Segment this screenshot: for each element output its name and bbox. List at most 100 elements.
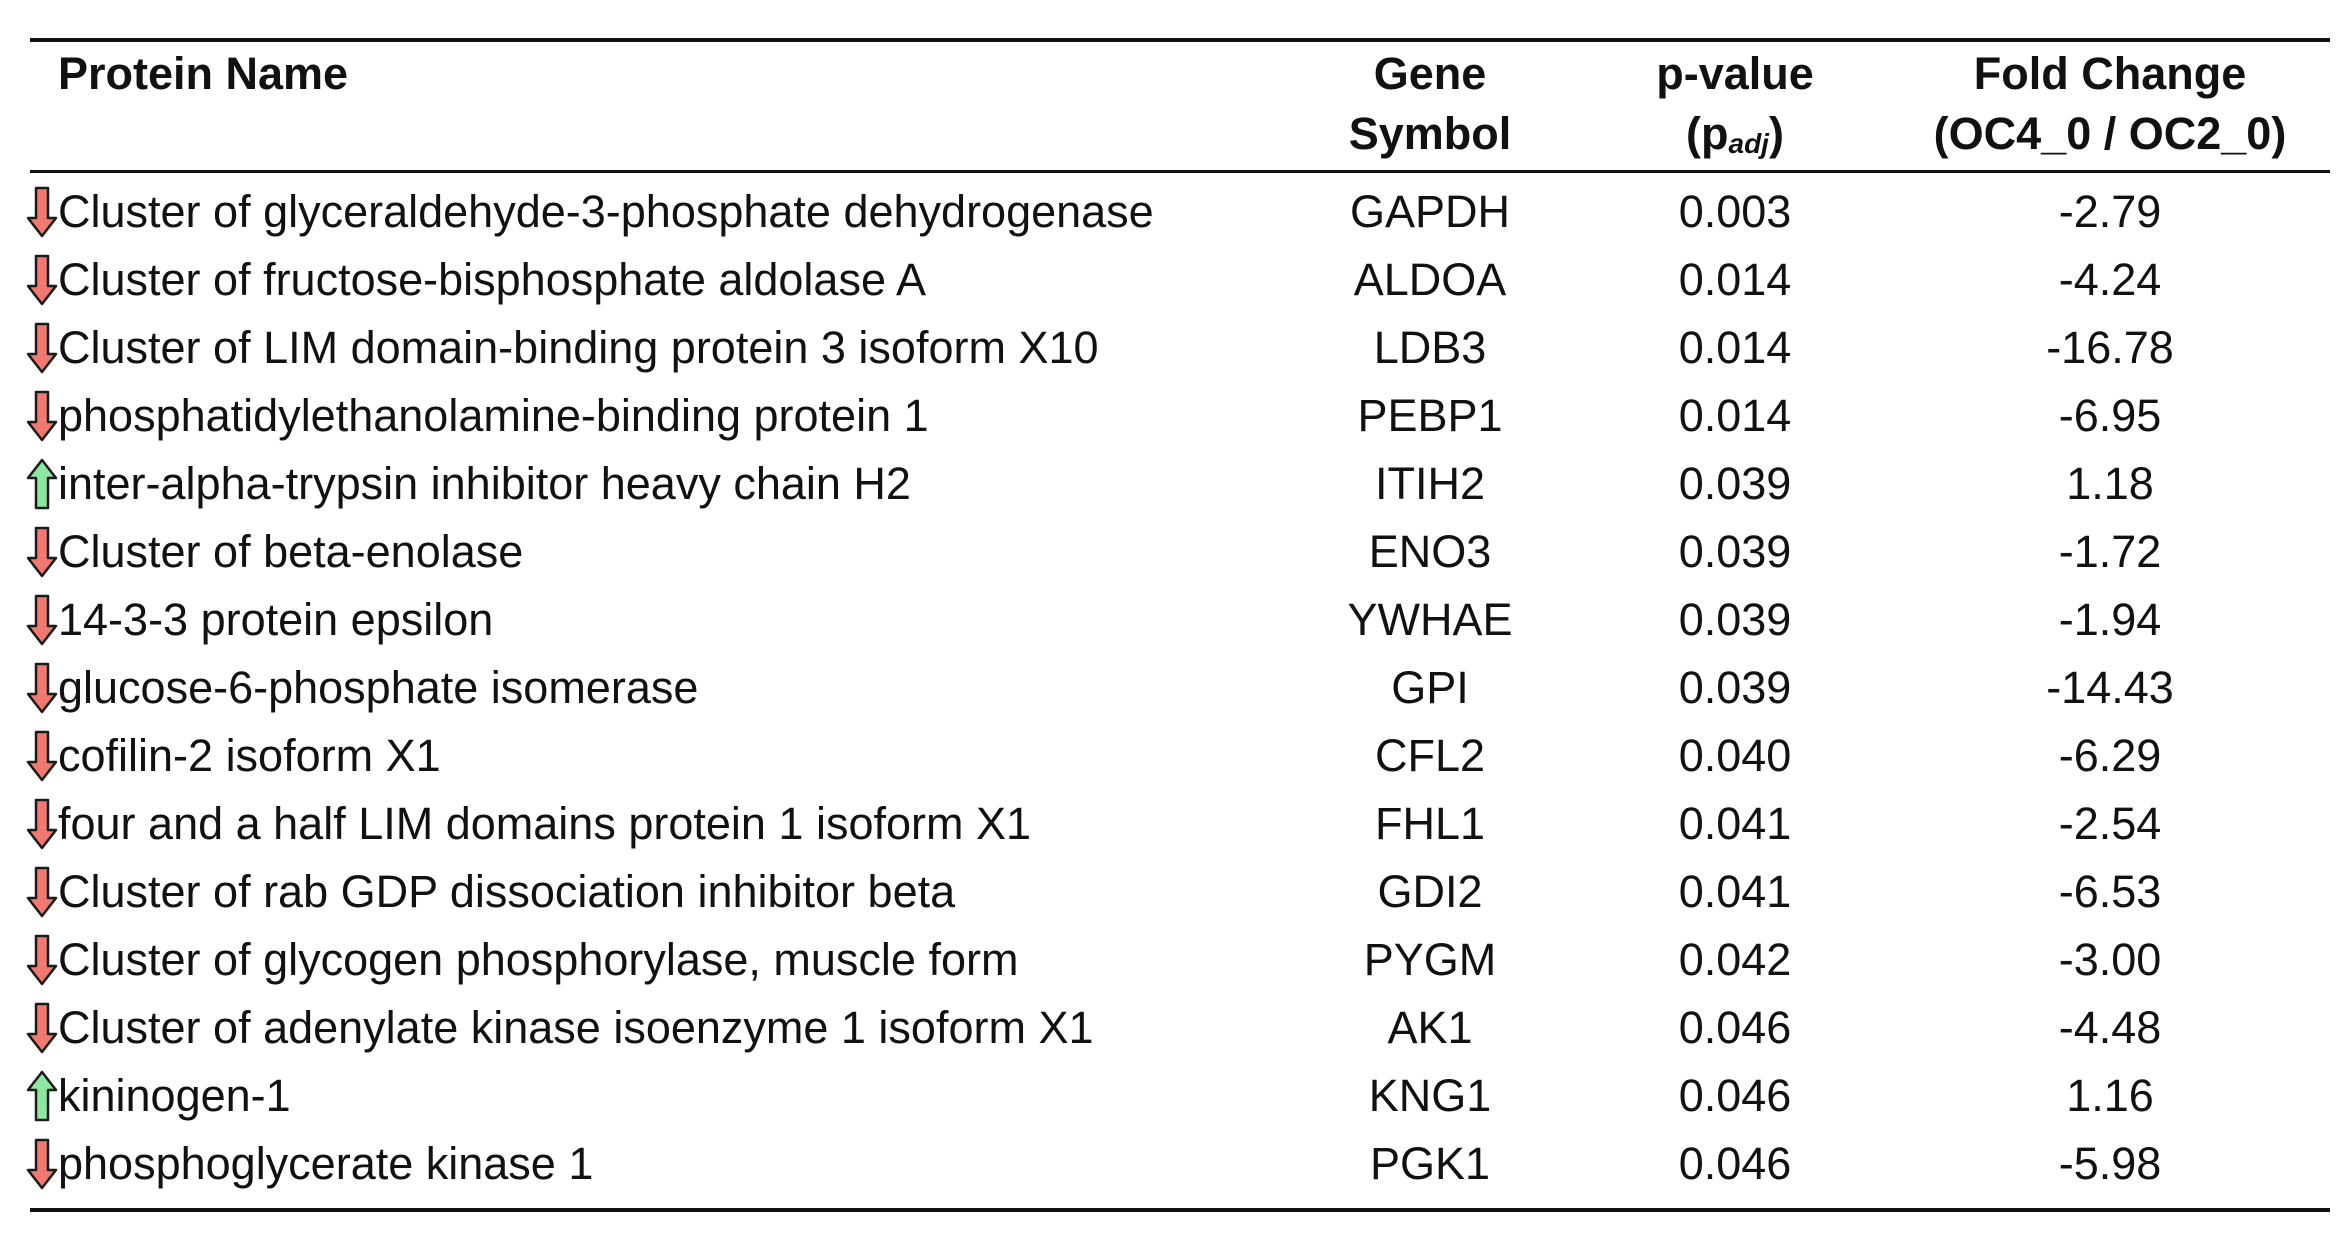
gene-symbol-cell: AK1 bbox=[1387, 1002, 1473, 1053]
protein-name-cell: phosphoglycerate kinase 1 bbox=[58, 1138, 594, 1189]
fold-change-cell: -6.29 bbox=[2058, 730, 2162, 781]
table-row: four and a half LIM domains protein 1 is… bbox=[26, 790, 2330, 858]
pvalue-cell: 0.046 bbox=[1678, 1002, 1792, 1053]
protein-name-cell: kininogen-1 bbox=[58, 1070, 291, 1121]
protein-name-cell: Cluster of fructose-bisphosphate aldolas… bbox=[58, 254, 927, 305]
header-fold-line2: (OC4_0 / OC2_0) bbox=[1933, 108, 2287, 159]
table-row: kininogen-1 KNG1 0.046 1.16 bbox=[26, 1062, 2330, 1130]
protein-name-cell: Cluster of LIM domain-binding protein 3 … bbox=[58, 322, 1099, 373]
down-arrow-icon bbox=[26, 730, 58, 782]
gene-symbol-cell: ITIH2 bbox=[1374, 458, 1486, 509]
down-arrow-icon bbox=[26, 390, 58, 442]
down-arrow-icon bbox=[26, 1002, 58, 1054]
table-row: Cluster of glycogen phosphorylase, muscl… bbox=[26, 926, 2330, 994]
pvalue-cell: 0.041 bbox=[1678, 866, 1792, 917]
protein-name-cell: glucose-6-phosphate isomerase bbox=[58, 662, 699, 713]
fold-change-cell: 1.18 bbox=[2066, 458, 2154, 509]
fold-change-cell: -6.53 bbox=[2058, 866, 2162, 917]
header-fold-change: Fold Change (OC4_0 / OC2_0) bbox=[1910, 44, 2310, 164]
gene-symbol-cell: PEBP1 bbox=[1357, 390, 1503, 441]
fold-change-cell: -2.79 bbox=[2058, 186, 2162, 237]
gene-symbol-cell: FHL1 bbox=[1374, 798, 1486, 849]
protein-name-cell: four and a half LIM domains protein 1 is… bbox=[58, 798, 1032, 849]
header-pvalue: p-value (padj) bbox=[1585, 44, 1885, 174]
table-row: cofilin-2 isoform X1 CFL2 0.040 -6.29 bbox=[26, 722, 2330, 790]
table-row: glucose-6-phosphate isomerase GPI 0.039 -14… bbox=[26, 654, 2330, 722]
pvalue-cell: 0.042 bbox=[1678, 934, 1792, 985]
gene-symbol-cell: CFL2 bbox=[1374, 730, 1486, 781]
fold-change-cell: -2.54 bbox=[2058, 798, 2162, 849]
down-arrow-icon bbox=[26, 1138, 58, 1190]
table-row: Cluster of beta-enolase ENO3 0.039 -1.72 bbox=[26, 518, 2330, 586]
protein-name-cell: Cluster of rab GDP dissociation inhibito… bbox=[58, 866, 956, 917]
down-arrow-icon bbox=[26, 866, 58, 918]
pvalue-cell: 0.039 bbox=[1678, 594, 1792, 645]
gene-symbol-cell: LDB3 bbox=[1373, 322, 1487, 373]
protein-name-cell: Cluster of adenylate kinase isoenzyme 1 … bbox=[58, 1002, 1094, 1053]
gene-symbol-cell: YWHAE bbox=[1347, 594, 1513, 645]
pvalue-cell: 0.039 bbox=[1678, 662, 1792, 713]
fold-change-cell: -5.98 bbox=[2058, 1138, 2162, 1189]
fold-change-cell: -4.48 bbox=[2058, 1002, 2162, 1053]
table-row: phosphoglycerate kinase 1 PGK1 0.046 -5.98 bbox=[26, 1130, 2330, 1198]
gene-symbol-cell: ENO3 bbox=[1368, 526, 1492, 577]
gene-symbol-cell: GAPDH bbox=[1349, 186, 1511, 237]
pvalue-cell: 0.046 bbox=[1678, 1070, 1792, 1121]
up-arrow-icon bbox=[26, 458, 58, 510]
table-row: Cluster of rab GDP dissociation inhibito… bbox=[26, 858, 2330, 926]
down-arrow-icon bbox=[26, 186, 58, 238]
protein-name-cell: inter-alpha-trypsin inhibitor heavy chai… bbox=[58, 458, 911, 509]
down-arrow-icon bbox=[26, 662, 58, 714]
table-row: phosphatidylethanolamine-binding protein… bbox=[26, 382, 2330, 450]
up-arrow-icon bbox=[26, 1070, 58, 1122]
protein-name-cell: phosphatidylethanolamine-binding protein… bbox=[58, 390, 929, 441]
header-fold-line1: Fold Change bbox=[1973, 48, 2247, 99]
down-arrow-icon bbox=[26, 798, 58, 850]
pvalue-cell: 0.014 bbox=[1678, 390, 1792, 441]
header-rule bbox=[30, 170, 2330, 173]
fold-change-cell: -1.94 bbox=[2058, 594, 2162, 645]
down-arrow-icon bbox=[26, 594, 58, 646]
pvalue-cell: 0.014 bbox=[1678, 254, 1792, 305]
table-row: 14-3-3 protein epsilon YWHAE 0.039 -1.94 bbox=[26, 586, 2330, 654]
header-gene-line2: Symbol bbox=[1348, 108, 1512, 159]
fold-change-cell: -3.00 bbox=[2058, 934, 2162, 985]
fold-change-cell: -4.24 bbox=[2058, 254, 2162, 305]
down-arrow-icon bbox=[26, 254, 58, 306]
pvalue-cell: 0.040 bbox=[1678, 730, 1792, 781]
header-pvalue-open: (p bbox=[1686, 108, 1729, 159]
header-pvalue-line1: p-value bbox=[1656, 48, 1814, 99]
protein-name-cell: cofilin-2 isoform X1 bbox=[58, 730, 441, 781]
table-top-rule bbox=[30, 38, 2330, 42]
fold-change-cell: -16.78 bbox=[2046, 322, 2174, 373]
table-row: Cluster of adenylate kinase isoenzyme 1 … bbox=[26, 994, 2330, 1062]
protein-name-cell: Cluster of glycogen phosphorylase, muscl… bbox=[58, 934, 1019, 985]
fold-change-cell: 1.16 bbox=[2066, 1070, 2154, 1121]
fold-change-cell: -1.72 bbox=[2058, 526, 2162, 577]
header-gene-symbol: Gene Symbol bbox=[1280, 44, 1580, 164]
protein-name-cell: Cluster of glyceraldehyde-3-phosphate de… bbox=[58, 186, 1154, 237]
table-row: inter-alpha-trypsin inhibitor heavy chai… bbox=[26, 450, 2330, 518]
fold-change-cell: -14.43 bbox=[2046, 662, 2174, 713]
gene-symbol-cell: ALDOA bbox=[1353, 254, 1507, 305]
header-gene-line1: Gene bbox=[1373, 48, 1487, 99]
gene-symbol-cell: KNG1 bbox=[1368, 1070, 1492, 1121]
pvalue-cell: 0.039 bbox=[1678, 526, 1792, 577]
header-protein-name-text: Protein Name bbox=[58, 48, 349, 99]
pvalue-cell: 0.039 bbox=[1678, 458, 1792, 509]
header-pvalue-sub: adj bbox=[1728, 128, 1769, 159]
pvalue-cell: 0.046 bbox=[1678, 1138, 1792, 1189]
table-bottom-rule bbox=[30, 1208, 2330, 1212]
header-protein-name: Protein Name bbox=[58, 44, 348, 104]
header-pvalue-close: ) bbox=[1768, 108, 1784, 159]
gene-symbol-cell: GPI bbox=[1391, 662, 1469, 713]
table-row: Cluster of glyceraldehyde-3-phosphate de… bbox=[26, 178, 2330, 246]
pvalue-cell: 0.041 bbox=[1678, 798, 1792, 849]
down-arrow-icon bbox=[26, 526, 58, 578]
header-pvalue-line2: (padj) bbox=[1585, 104, 1885, 174]
table-row: Cluster of LIM domain-binding protein 3 … bbox=[26, 314, 2330, 382]
protein-name-cell: Cluster of beta-enolase bbox=[58, 526, 524, 577]
down-arrow-icon bbox=[26, 322, 58, 374]
pvalue-cell: 0.003 bbox=[1678, 186, 1792, 237]
fold-change-cell: -6.95 bbox=[2058, 390, 2162, 441]
